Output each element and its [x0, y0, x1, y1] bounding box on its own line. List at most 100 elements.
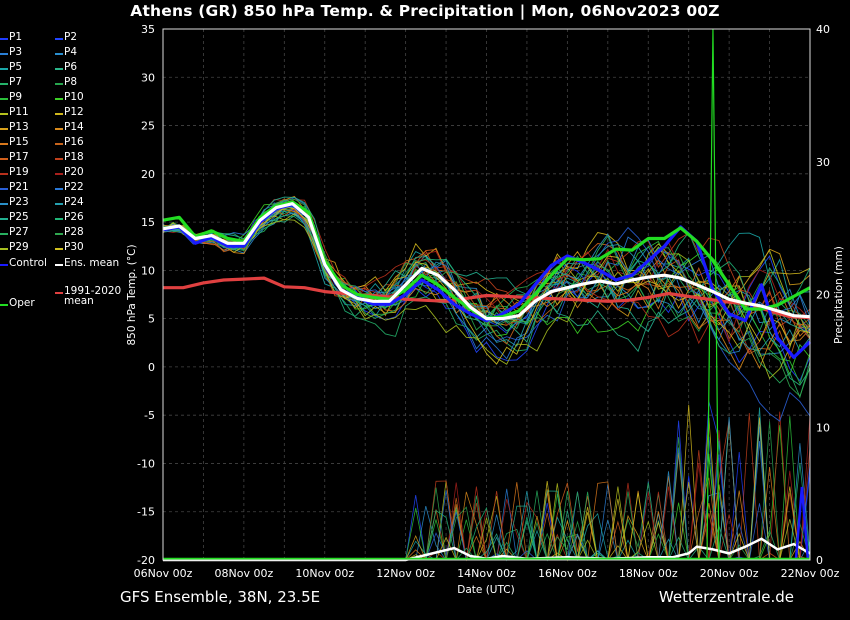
legend-label: Control: [9, 257, 47, 269]
y2-tick-label: 20: [816, 289, 830, 302]
y2-tick-label: 0: [816, 554, 823, 567]
legend-swatch: [55, 158, 63, 160]
legend-swatch: [0, 233, 8, 235]
y-tick-label: -10: [137, 457, 155, 470]
legend-label: P11: [9, 106, 29, 118]
legend-swatch: [55, 264, 63, 266]
legend-swatch: [0, 188, 8, 190]
y-tick-label: -15: [137, 506, 155, 519]
legend-label: P18: [64, 151, 84, 163]
legend-swatch: [55, 98, 63, 100]
legend-label: P15: [9, 136, 29, 148]
legend-swatch: [0, 218, 8, 220]
legend-label: P14: [64, 121, 84, 133]
y2-tick-label: 10: [816, 421, 830, 434]
legend-swatch: [0, 113, 8, 115]
legend-swatch: [55, 83, 63, 85]
y-tick-label: 35: [141, 23, 155, 36]
legend-label: P30: [64, 241, 84, 253]
y-tick-label: 10: [141, 264, 155, 277]
legend-label: P10: [64, 91, 84, 103]
legend-swatch: [0, 304, 8, 306]
legend-swatch: [0, 158, 8, 160]
legend-label: P3: [9, 46, 23, 58]
legend-label: P27: [9, 226, 29, 238]
legend-label: P4: [64, 46, 78, 58]
legend-label: Oper: [9, 297, 35, 309]
plot-frame: [162, 28, 811, 561]
series-line-1991-2020-mean: [163, 276, 811, 320]
footer-model-info: GFS Ensemble, 38N, 23.5E: [120, 588, 321, 606]
legend-label: P21: [9, 181, 29, 193]
member-line: [162, 196, 811, 334]
member-line: [162, 212, 811, 355]
legend-label: P22: [64, 181, 84, 193]
y2-axis-label: Precipitation (mm): [833, 246, 845, 344]
legend-label: P12: [64, 106, 84, 118]
y-tick-label: 5: [148, 313, 155, 326]
legend-swatch: [55, 128, 63, 130]
legend-swatch: [55, 143, 63, 145]
legend-label: P6: [64, 61, 78, 73]
legend-swatch: [0, 83, 8, 85]
legend-label: P2: [64, 31, 78, 43]
x-tick-label: 06Nov 00z: [134, 567, 193, 580]
y2-tick-label: 40: [816, 23, 830, 36]
legend-swatch: [0, 248, 8, 250]
legend-label: P1: [9, 31, 23, 43]
y-tick-label: -20: [137, 554, 155, 567]
legend-label: P19: [9, 166, 29, 178]
legend-swatch: [0, 68, 8, 70]
legend-label: P7: [9, 76, 23, 88]
legend-swatch: [55, 113, 63, 115]
x-tick-label: 22Nov 00z: [781, 567, 840, 580]
legend-swatch: [0, 38, 8, 40]
legend-label: P20: [64, 166, 84, 178]
x-axis-label: Date (UTC): [457, 584, 514, 596]
legend-label: P25: [9, 211, 29, 223]
control-precip-peak: [794, 486, 810, 561]
legend-swatch: [55, 203, 63, 205]
chart-legend: P1 P2 P3 P4 P5 P6 P7 P8 P9 P10 P11 P12 P13 P14 P15 P16 P…: [0, 32, 130, 322]
y-tick-label: 20: [141, 168, 155, 181]
series-line-ens-mean: [162, 202, 811, 321]
x-tick-label: 16Nov 00z: [538, 567, 597, 580]
x-tick-label: 10Nov 00z: [295, 567, 354, 580]
member-line: [162, 206, 811, 365]
legend-swatch: [0, 53, 8, 55]
chart-title: Athens (GR) 850 hPa Temp. & Precipitatio…: [130, 2, 720, 20]
x-tick-label: 14Nov 00z: [457, 567, 516, 580]
legend-label: P23: [9, 196, 29, 208]
legend-swatch: [55, 233, 63, 235]
x-tick-label: 20Nov 00z: [700, 567, 759, 580]
y-tick-label: 30: [141, 71, 155, 84]
legend-label: Ens. mean: [64, 257, 120, 269]
legend-swatch: [55, 53, 63, 55]
legend-label: P16: [64, 136, 84, 148]
legend-swatch: [0, 173, 8, 175]
footer-brand: Wetterzentrale.de: [658, 588, 794, 606]
ens-mean-precip-line: [163, 537, 811, 562]
x-tick-label: 08Nov 00z: [215, 567, 274, 580]
legend-swatch: [55, 38, 63, 40]
legend-swatch: [55, 218, 63, 220]
legend-swatch: [55, 188, 63, 190]
x-tick-label: 12Nov 00z: [376, 567, 435, 580]
legend-swatch: [55, 292, 63, 294]
legend-swatch: [0, 203, 8, 205]
legend-label: P13: [9, 121, 29, 133]
main-series-lines: [162, 200, 812, 359]
legend-swatch: [0, 128, 8, 130]
legend-label: P17: [9, 151, 29, 163]
chart-axes: 35 30 25 20 15 10 5 0 -5 -10 -15 -20 40 30 20 10 0 06Nov …: [134, 23, 840, 580]
legend-swatch: [0, 143, 8, 145]
legend-label: P5: [9, 61, 23, 73]
legend-label: P9: [9, 91, 23, 103]
legend-swatch: [55, 173, 63, 175]
legend-swatch: [55, 68, 63, 70]
legend-swatch: [0, 98, 8, 100]
member-line: [162, 219, 811, 380]
legend-label: P24: [64, 196, 84, 208]
y-tick-label: 0: [148, 361, 155, 374]
